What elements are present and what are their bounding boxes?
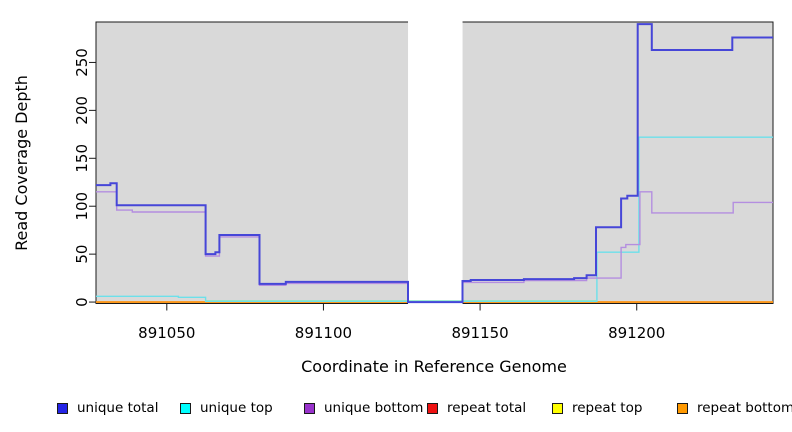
y-tick-label: 0 xyxy=(73,297,91,307)
chart-legend: unique total unique top unique bottom repea… xyxy=(0,398,792,424)
legend-item-unique-total: unique total xyxy=(57,398,158,418)
legend-swatch-icon xyxy=(304,402,315,414)
series-unique-total xyxy=(96,23,773,304)
y-tick-label: 100 xyxy=(73,192,91,221)
y-tick-label: 250 xyxy=(73,48,91,77)
x-tick-label: 891200 xyxy=(608,324,665,342)
y-tick-label: 50 xyxy=(73,245,91,264)
legend-label: unique top xyxy=(200,400,273,416)
legend-item-unique-top: unique top xyxy=(180,398,273,418)
x-tick-label: 891150 xyxy=(451,324,508,342)
x-tick-label: 891100 xyxy=(295,324,352,342)
series-unique-top xyxy=(96,136,773,302)
legend-item-repeat-top: repeat top xyxy=(552,398,642,418)
legend-item-repeat-bottom: repeat bottom xyxy=(677,398,792,418)
x-axis-title: Coordinate in Reference Genome xyxy=(301,357,567,376)
legend-label: repeat total xyxy=(447,400,527,416)
legend-swatch-icon xyxy=(427,402,438,414)
legend-label: repeat top xyxy=(572,400,643,416)
legend-swatch-icon xyxy=(180,402,191,414)
legend-label: unique total xyxy=(77,400,159,416)
y-tick-label: 200 xyxy=(73,96,91,125)
plot-layer: 891050 891100 891150 891200 0 50 100 150 200 250 xyxy=(73,15,774,342)
no-data-band xyxy=(408,15,463,305)
legend-label: unique bottom xyxy=(324,400,424,416)
legend-item-repeat-total: repeat total xyxy=(427,398,526,418)
legend-label: repeat bottom xyxy=(697,400,792,416)
y-tick-label: 150 xyxy=(73,144,91,173)
legend-swatch-icon xyxy=(677,402,688,414)
x-tick-label: 891050 xyxy=(138,324,195,342)
legend-swatch-icon xyxy=(552,402,563,414)
coverage-chart: 891050 891100 891150 891200050100150200250 … xyxy=(12,15,774,376)
y-axis-title: Read Coverage Depth xyxy=(12,75,31,251)
legend-swatch-icon xyxy=(57,402,68,414)
legend-item-unique-bottom: unique bottom xyxy=(304,398,423,418)
